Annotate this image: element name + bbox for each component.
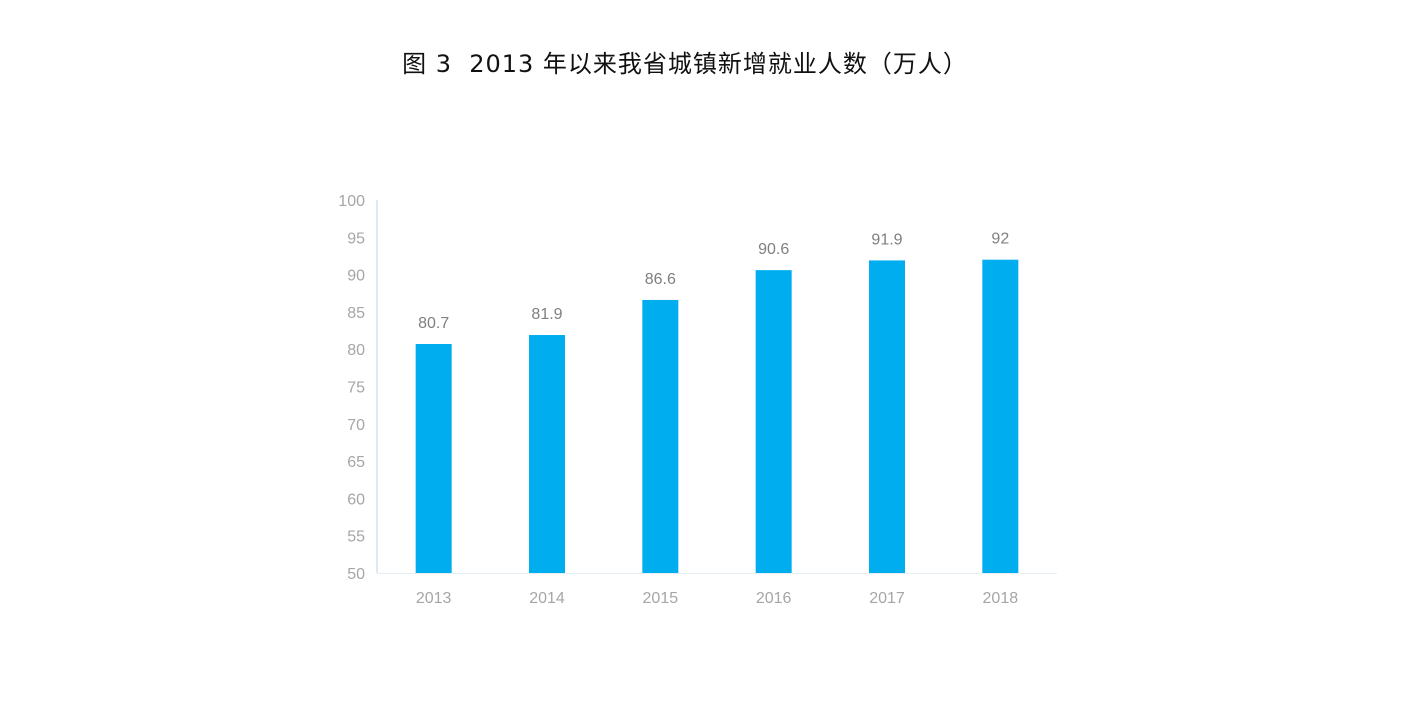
- data-labels: 80.7 81.9 86.6 90.6 91.9 92: [418, 231, 1009, 332]
- y-tick-label: 80: [347, 342, 365, 359]
- y-axis-ticks: 50 55 60 65 70 75 80 85 90 95 100: [338, 193, 365, 583]
- x-tick-label: 2016: [756, 590, 792, 607]
- bar-value-label: 86.6: [645, 271, 676, 288]
- x-axis-ticks: 2013 2014 2015 2016 2017 2018: [416, 590, 1018, 607]
- bar-value-label: 80.7: [418, 315, 449, 332]
- x-tick-label: 2013: [416, 590, 452, 607]
- y-tick-label: 70: [347, 417, 365, 434]
- bar: [529, 335, 565, 573]
- x-tick-label: 2017: [869, 590, 905, 607]
- bar: [982, 259, 1019, 573]
- y-tick-label: 55: [347, 529, 365, 546]
- y-tick-label: 100: [338, 193, 365, 210]
- y-tick-label: 50: [347, 566, 365, 583]
- bar-series: [415, 259, 1019, 573]
- y-tick-label: 65: [347, 454, 365, 471]
- x-tick-label: 2015: [643, 590, 679, 607]
- chart-title: 图 3 2013 年以来我省城镇新增就业人数（万人）: [402, 50, 968, 78]
- bar-value-label: 91.9: [871, 231, 902, 248]
- y-tick-label: 75: [347, 380, 365, 397]
- bar-value-label: 90.6: [758, 241, 789, 258]
- x-tick-label: 2014: [529, 590, 565, 607]
- bar: [642, 299, 679, 573]
- y-tick-label: 60: [347, 491, 365, 508]
- bar: [415, 343, 452, 573]
- y-tick-label: 95: [347, 230, 365, 247]
- y-tick-label: 85: [347, 305, 365, 322]
- y-tick-label: 90: [347, 268, 365, 285]
- bar-value-label: 92: [991, 231, 1009, 248]
- bar: [755, 270, 792, 573]
- x-tick-label: 2018: [983, 590, 1019, 607]
- bar-value-label: 81.9: [531, 306, 562, 323]
- bar: [869, 260, 905, 573]
